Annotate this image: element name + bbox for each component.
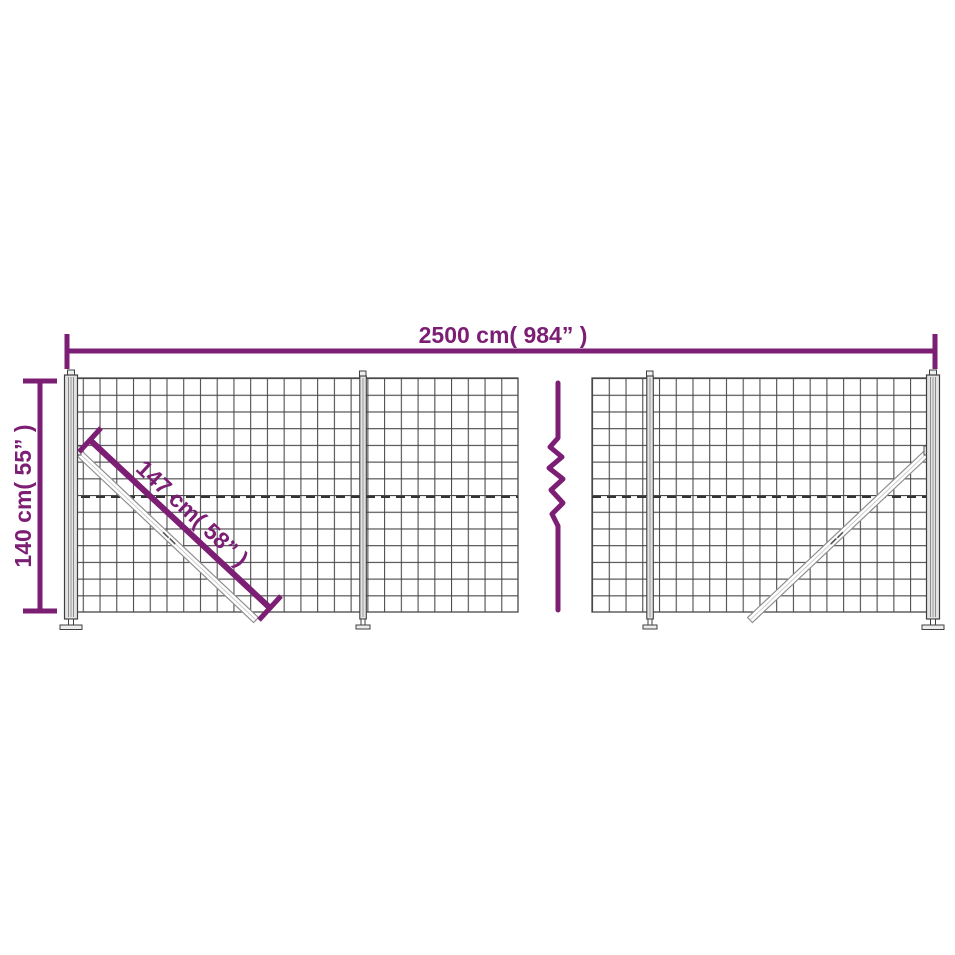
- width-dimension: 2500 cm( 984” ): [64, 322, 938, 369]
- ground-strut-left: [69, 445, 260, 624]
- post-foot-stem: [647, 618, 653, 626]
- mesh-panel-left: [65, 377, 519, 613]
- post-foot-plate: [355, 624, 371, 630]
- length-break-zigzag: [546, 380, 566, 613]
- fence-post-middle-right: [642, 370, 658, 630]
- post-foot-stem: [930, 618, 936, 626]
- strut-dimension-line: [87, 437, 273, 611]
- height-dimension-label: 140 cm( 55” ): [10, 424, 36, 567]
- post-foot-plate: [921, 624, 945, 630]
- strut-clamp-left-2: [169, 538, 176, 545]
- post-foot-plate: [642, 624, 658, 630]
- post-foot-stem: [360, 618, 366, 626]
- post-foot-stem: [68, 618, 74, 626]
- strut-dimension-tick-top: [77, 426, 103, 454]
- strut-clamp-right: [836, 531, 844, 539]
- strut-dimension-tick-bottom: [257, 594, 283, 622]
- fence-post-right-end: [921, 369, 945, 630]
- mesh-grid-left: [66, 378, 518, 612]
- strut-clamp-left: [162, 531, 170, 539]
- post-foot-plate: [59, 624, 83, 630]
- fence-illustration: [59, 369, 945, 630]
- fence-post-middle-left: [355, 370, 371, 630]
- height-dimension: 140 cm( 55” ): [10, 378, 57, 614]
- strut-clamp-right-2: [830, 538, 837, 545]
- fence-post-left-end: [59, 369, 83, 630]
- width-dimension-label: 2500 cm( 984” ): [419, 322, 588, 348]
